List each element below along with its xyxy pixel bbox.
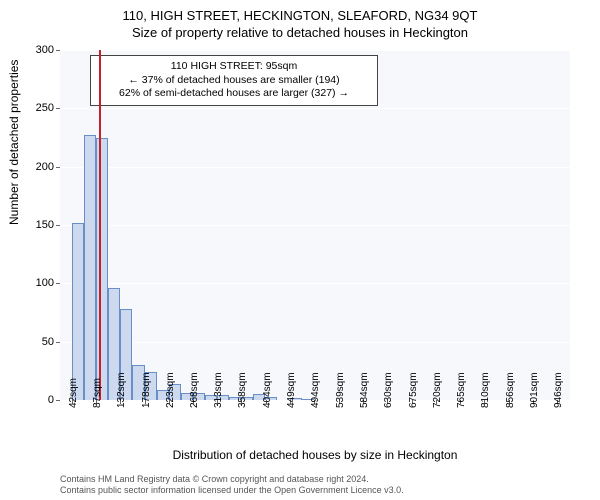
- x-tick-label: 765sqm: [456, 372, 467, 408]
- x-tick-label: 856sqm: [505, 372, 516, 408]
- histogram-bar: [96, 138, 108, 401]
- y-tick-label: 0: [48, 394, 54, 406]
- y-tick-label: 300: [36, 44, 54, 56]
- attribution-line2: Contains public sector information licen…: [60, 485, 570, 496]
- gridline: [60, 50, 570, 51]
- y-tick-label: 250: [36, 102, 54, 114]
- y-tick-mark: [56, 342, 60, 343]
- x-tick-label: 720sqm: [432, 372, 443, 408]
- x-tick-label: 313sqm: [213, 372, 224, 408]
- gridline: [60, 283, 570, 284]
- x-tick-label: 178sqm: [141, 372, 152, 408]
- gridline: [60, 167, 570, 168]
- plot-area: 110 HIGH STREET: 95sqm ← 37% of detached…: [60, 50, 570, 400]
- x-tick-label: 584sqm: [359, 372, 370, 408]
- x-tick-label: 675sqm: [408, 372, 419, 408]
- chart-title-line1: 110, HIGH STREET, HECKINGTON, SLEAFORD, …: [0, 0, 600, 23]
- y-tick-label: 100: [36, 277, 54, 289]
- histogram-bar: [84, 135, 96, 400]
- y-tick-label: 150: [36, 219, 54, 231]
- attribution: Contains HM Land Registry data © Crown c…: [60, 474, 570, 497]
- y-tick-label: 200: [36, 161, 54, 173]
- x-tick-label: 87sqm: [92, 378, 103, 408]
- y-tick-label: 50: [42, 336, 54, 348]
- chart-container: 110, HIGH STREET, HECKINGTON, SLEAFORD, …: [0, 0, 600, 500]
- x-tick-label: 42sqm: [68, 378, 79, 408]
- y-tick-mark: [56, 50, 60, 51]
- y-tick-mark: [56, 225, 60, 226]
- x-tick-label: 358sqm: [237, 372, 248, 408]
- x-tick-label: 901sqm: [529, 372, 540, 408]
- gridline: [60, 225, 570, 226]
- info-box-line1: 110 HIGH STREET: 95sqm: [99, 60, 369, 74]
- x-tick-label: 404sqm: [262, 372, 273, 408]
- histogram-bar: [72, 223, 84, 400]
- info-box-line2: ← 37% of detached houses are smaller (19…: [99, 74, 369, 88]
- attribution-line1: Contains HM Land Registry data © Crown c…: [60, 474, 570, 485]
- gridline: [60, 108, 570, 109]
- info-box: 110 HIGH STREET: 95sqm ← 37% of detached…: [90, 55, 378, 106]
- y-tick-mark: [56, 108, 60, 109]
- x-tick-label: 539sqm: [335, 372, 346, 408]
- y-tick-mark: [56, 400, 60, 401]
- x-tick-label: 946sqm: [553, 372, 564, 408]
- y-tick-mark: [56, 167, 60, 168]
- info-box-line3: 62% of semi-detached houses are larger (…: [99, 87, 369, 101]
- gridline: [60, 342, 570, 343]
- y-tick-mark: [56, 283, 60, 284]
- chart-title-line2: Size of property relative to detached ho…: [0, 23, 600, 40]
- y-axis-title: Number of detached properties: [7, 60, 21, 225]
- x-tick-label: 630sqm: [383, 372, 394, 408]
- x-tick-label: 223sqm: [165, 372, 176, 408]
- marker-line: [99, 50, 101, 400]
- x-axis-title: Distribution of detached houses by size …: [60, 448, 570, 462]
- x-tick-label: 449sqm: [286, 372, 297, 408]
- x-tick-label: 810sqm: [480, 372, 491, 408]
- x-tick-label: 132sqm: [116, 372, 127, 408]
- x-tick-label: 494sqm: [310, 372, 321, 408]
- x-tick-label: 268sqm: [189, 372, 200, 408]
